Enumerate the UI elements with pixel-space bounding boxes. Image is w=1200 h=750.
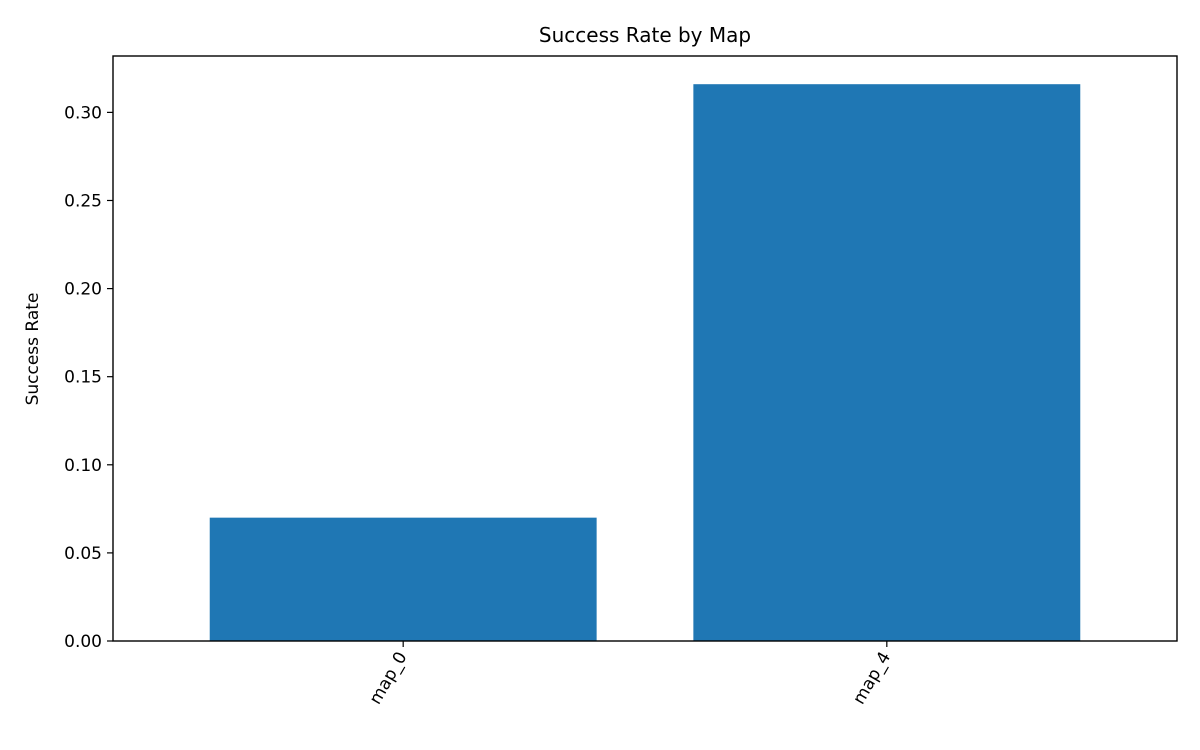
y-tick-label: 0.00 <box>64 632 102 652</box>
y-tick-label: 0.10 <box>64 456 102 476</box>
y-axis-ticks: 0.00 0.05 0.10 0.15 0.20 0.25 0.30 <box>64 103 113 652</box>
plot-frame <box>112 55 1178 642</box>
chart-title: Success Rate by Map <box>539 23 751 47</box>
bars <box>209 84 1081 642</box>
y-tick-label: 0.15 <box>64 368 102 388</box>
y-tick-label: 0.20 <box>64 280 102 300</box>
bar-map_4 <box>693 84 1081 642</box>
bar-map_0 <box>209 517 597 641</box>
y-tick-label: 0.30 <box>64 103 102 123</box>
y-tick-label: 0.25 <box>64 191 102 211</box>
y-tick-label: 0.05 <box>64 544 102 564</box>
y-axis-title: Success Rate <box>23 293 43 406</box>
